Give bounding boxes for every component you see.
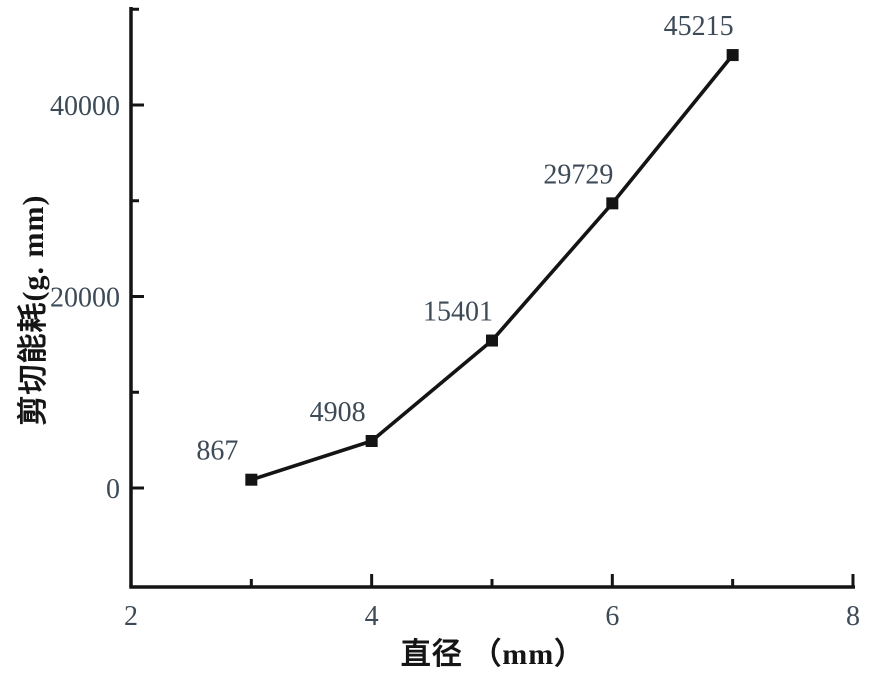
data-point-label: 15401 (423, 297, 493, 328)
data-point-label: 867 (196, 436, 238, 467)
data-point-marker (245, 473, 258, 486)
data-point-label: 45215 (664, 11, 734, 42)
data-point-label: 29729 (543, 159, 613, 190)
data-point-label: 4908 (310, 397, 366, 428)
y-tick-label: 40000 (50, 91, 120, 122)
y-tick-label: 20000 (50, 283, 120, 314)
data-point-marker (606, 197, 619, 210)
x-tick-label: 8 (846, 601, 860, 632)
data-point-marker (726, 49, 739, 62)
data-point-marker (365, 435, 378, 448)
x-tick-label: 6 (605, 601, 619, 632)
x-axis-title: 直径 （mm） (400, 638, 586, 671)
y-axis-title: 剪切能耗(g. mm) (17, 194, 50, 426)
y-tick-label: 0 (106, 474, 120, 505)
x-tick-label: 2 (124, 601, 138, 632)
data-point-marker (485, 334, 498, 347)
x-tick-label: 4 (365, 601, 379, 632)
